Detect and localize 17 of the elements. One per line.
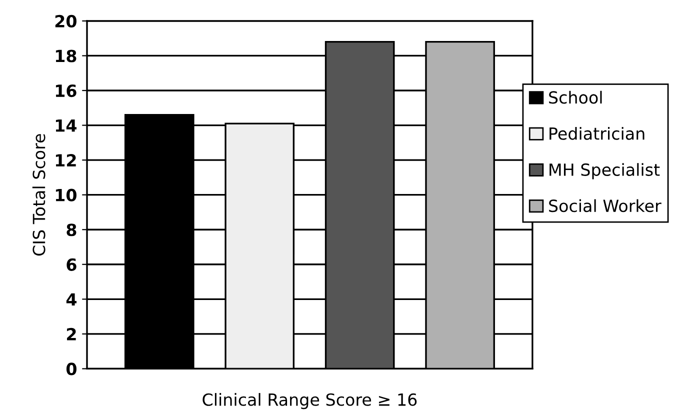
y-tick-label: 16	[56, 84, 76, 98]
y-tick-label: 4	[66, 293, 77, 306]
y-tick-label: 12	[56, 154, 76, 166]
legend-label: Pediatrician	[550, 126, 644, 140]
legend-label: MH Specialist	[550, 163, 660, 180]
y-tick-label: 18	[56, 50, 76, 62]
legend-label: Social Worker	[549, 199, 662, 212]
y-tick-label: 10	[56, 188, 76, 202]
y-tick-label: 2	[67, 328, 76, 340]
y-tick-label: 6	[66, 258, 76, 271]
y-tick-label: 8	[66, 224, 76, 236]
y-axis-title: CIS Total Score	[32, 134, 46, 256]
legend-label: School	[549, 90, 602, 104]
x-axis-title: Clinical Range Score ≥ 16	[202, 393, 417, 410]
y-tick-label: 0	[66, 362, 76, 376]
y-tick-label: 14	[56, 119, 77, 132]
y-tick-label: 20	[55, 14, 76, 28]
